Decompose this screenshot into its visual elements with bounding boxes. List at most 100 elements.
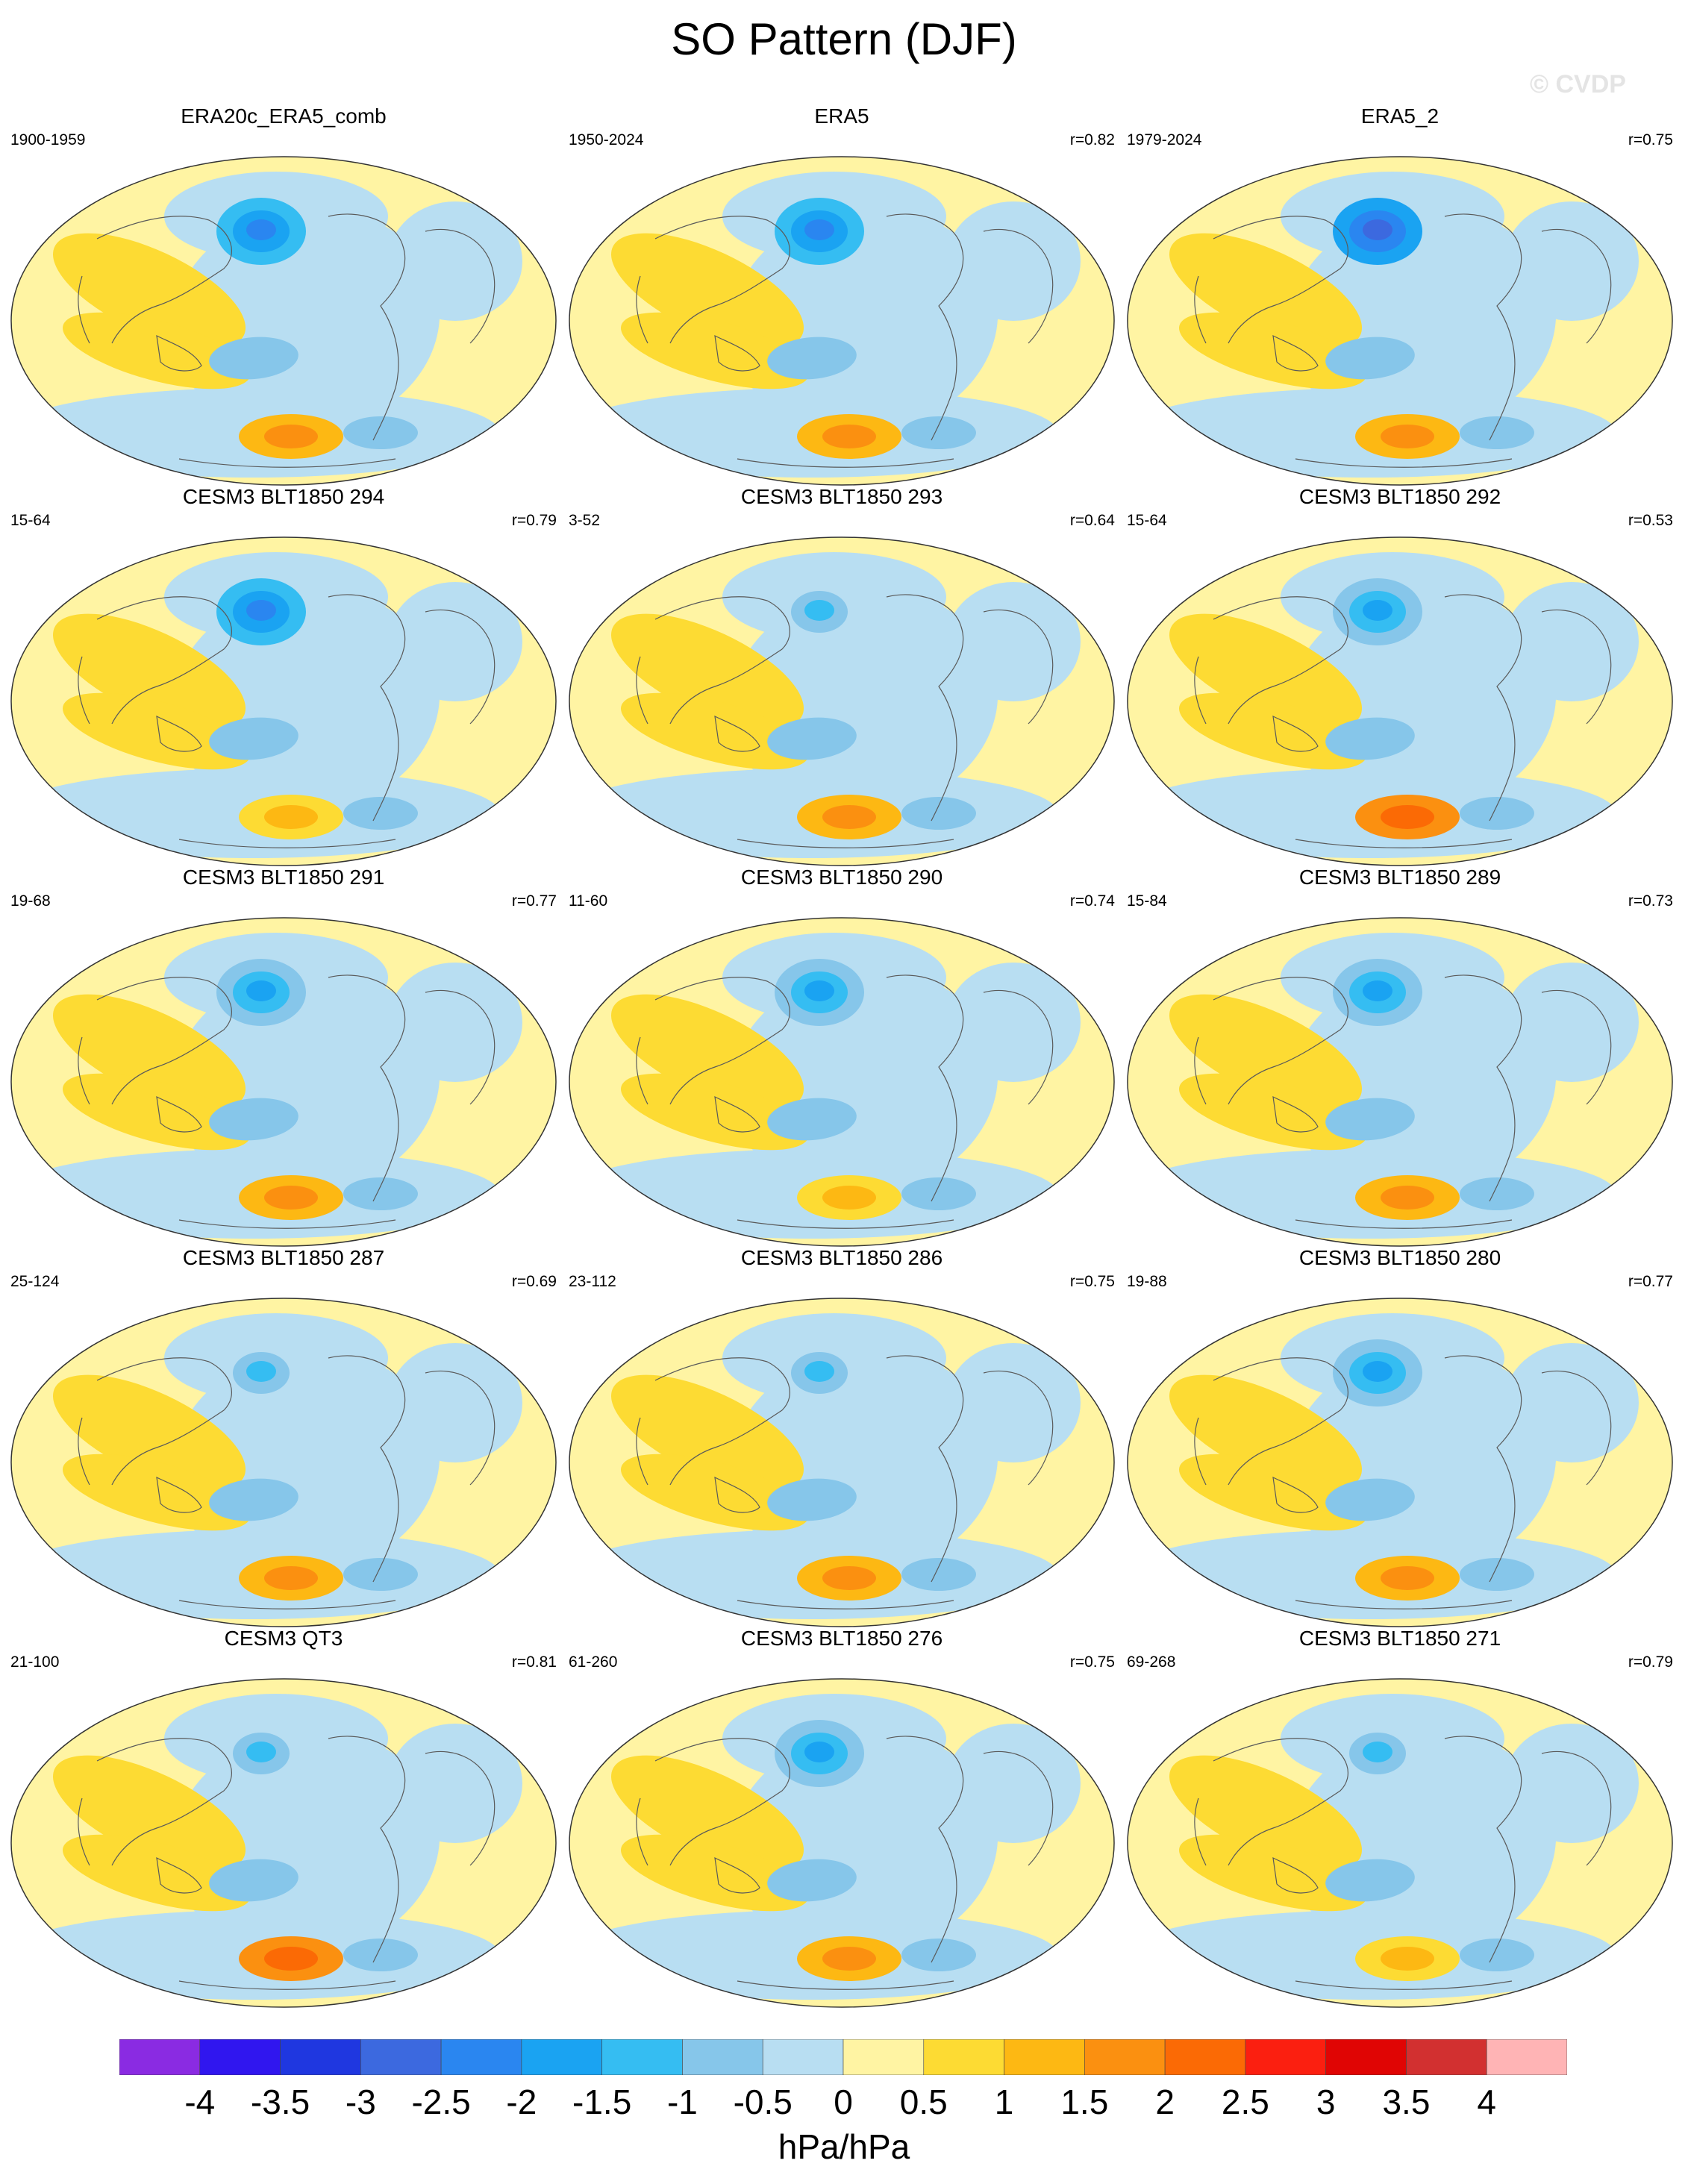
map-projection bbox=[10, 1298, 557, 1627]
colorbar-tick-label: 1 bbox=[994, 2083, 1014, 2121]
colorbar-tick-label: -4 bbox=[184, 2083, 216, 2121]
map-projection bbox=[1127, 1298, 1673, 1627]
colorbar-swatch bbox=[762, 2039, 844, 2075]
colorbar-swatch bbox=[440, 2039, 522, 2075]
panel-title: CESM3 BLT1850 271 bbox=[1298, 1627, 1501, 1650]
panel-title: CESM3 BLT1850 276 bbox=[740, 1627, 943, 1650]
colorbar-tick-label: -0.5 bbox=[733, 2083, 793, 2121]
colorbar-tick-label: -1 bbox=[666, 2083, 698, 2121]
panel-title: ERA5 bbox=[814, 104, 869, 128]
panel-title: ERA20c_ERA5_comb bbox=[181, 104, 387, 128]
map-panel: CESM3 BLT1850 287 25-124 r=0.69 bbox=[7, 1246, 560, 1627]
map-projection bbox=[569, 1298, 1115, 1627]
colorbar-swatch bbox=[521, 2039, 602, 2075]
colorbar-swatch bbox=[843, 2039, 925, 2075]
panel-title: CESM3 BLT1850 294 bbox=[182, 485, 385, 508]
colorbar-swatch bbox=[1245, 2039, 1326, 2075]
colorbar-tick-label: 2 bbox=[1155, 2083, 1175, 2121]
panel-period: 1950-2024 bbox=[569, 131, 644, 148]
colorbar-swatch bbox=[1004, 2039, 1085, 2075]
panel-period: 15-64 bbox=[1127, 512, 1167, 529]
map-panel: CESM3 BLT1850 294 15-64 r=0.79 bbox=[7, 485, 560, 866]
map-projection bbox=[1127, 536, 1673, 866]
panel-correlation: r=0.77 bbox=[1628, 1273, 1673, 1290]
colorbar-tick-label: -2.5 bbox=[411, 2083, 471, 2121]
panel-period: 19-68 bbox=[10, 892, 51, 910]
map-panel: CESM3 BLT1850 271 69-268 r=0.79 bbox=[1124, 1627, 1676, 2008]
panel-title: CESM3 BLT1850 286 bbox=[740, 1246, 943, 1269]
map-panel: CESM3 BLT1850 291 19-68 r=0.77 bbox=[7, 866, 560, 1247]
panel-correlation: r=0.81 bbox=[511, 1653, 557, 1671]
map-projection bbox=[569, 536, 1115, 866]
colorbar-tick-label: -2 bbox=[506, 2083, 537, 2121]
colorbar-swatch bbox=[682, 2039, 763, 2075]
panel-correlation: r=0.79 bbox=[1628, 1653, 1673, 1671]
colorbar-swatch bbox=[119, 2039, 201, 2075]
map-panel: CESM3 BLT1850 290 11-60 r=0.74 bbox=[566, 866, 1118, 1247]
panel-correlation: r=0.69 bbox=[511, 1273, 557, 1290]
map-projection bbox=[569, 1678, 1115, 2008]
panel-title: CESM3 BLT1850 287 bbox=[182, 1246, 385, 1269]
map-projection bbox=[10, 1678, 557, 2008]
colorbar-swatch bbox=[1325, 2039, 1407, 2075]
colorbar-swatch bbox=[1486, 2039, 1567, 2075]
colorbar-tick-label: 0.5 bbox=[899, 2083, 948, 2121]
map-panel: ERA5 1950-2024 r=0.82 bbox=[566, 104, 1118, 486]
panel-period: 15-84 bbox=[1127, 892, 1167, 910]
colorbar-tick-label: 3.5 bbox=[1382, 2083, 1431, 2121]
panel-correlation: r=0.75 bbox=[1069, 1653, 1115, 1671]
colorbar-tick-label: 2.5 bbox=[1221, 2083, 1269, 2121]
map-projection bbox=[569, 917, 1115, 1247]
panel-title: CESM3 BLT1850 292 bbox=[1298, 485, 1501, 508]
panel-period: 69-268 bbox=[1127, 1653, 1176, 1671]
map-projection bbox=[10, 536, 557, 866]
map-projection bbox=[1127, 917, 1673, 1247]
map-panel: ERA20c_ERA5_comb 1900-1959 bbox=[7, 104, 560, 486]
panel-title: CESM3 QT3 bbox=[224, 1627, 343, 1650]
panel-period: 61-260 bbox=[569, 1653, 618, 1671]
panel-title: CESM3 BLT1850 290 bbox=[740, 866, 943, 889]
panel-period: 25-124 bbox=[10, 1273, 60, 1290]
panel-title: CESM3 BLT1850 291 bbox=[182, 866, 385, 889]
colorbar-tick-label: 3 bbox=[1316, 2083, 1336, 2121]
colorbar-units: hPa/hPa bbox=[778, 2127, 910, 2166]
map-panel: CESM3 BLT1850 276 61-260 r=0.75 bbox=[566, 1627, 1118, 2008]
colorbar-swatch bbox=[1406, 2039, 1487, 2075]
colorbar-tick-label: -3.5 bbox=[250, 2083, 310, 2121]
panel-title: CESM3 BLT1850 289 bbox=[1298, 866, 1501, 889]
watermark: © CVDP bbox=[1530, 70, 1626, 98]
colorbar-swatch bbox=[601, 2039, 683, 2075]
map-panel: CESM3 BLT1850 286 23-112 r=0.75 bbox=[566, 1246, 1118, 1627]
panel-period: 1900-1959 bbox=[10, 131, 86, 148]
map-projection bbox=[1127, 1678, 1673, 2008]
panel-title: CESM3 BLT1850 280 bbox=[1298, 1246, 1501, 1269]
panel-correlation: r=0.75 bbox=[1069, 1273, 1115, 1290]
map-panel: CESM3 BLT1850 289 15-84 r=0.73 bbox=[1124, 866, 1676, 1247]
panel-period: 23-112 bbox=[569, 1273, 616, 1290]
panel-correlation: r=0.74 bbox=[1069, 892, 1115, 910]
map-panel: CESM3 BLT1850 293 3-52 r=0.64 bbox=[566, 485, 1118, 866]
map-projection bbox=[569, 156, 1115, 486]
map-panel: CESM3 QT3 21-100 r=0.81 bbox=[7, 1627, 560, 2008]
map-projection bbox=[10, 917, 557, 1247]
page-title: SO Pattern (DJF) bbox=[671, 14, 1017, 64]
panel-correlation: r=0.73 bbox=[1628, 892, 1673, 910]
panel-period: 19-88 bbox=[1127, 1273, 1167, 1290]
colorbar-tick-label: 0 bbox=[834, 2083, 853, 2121]
panel-correlation: r=0.79 bbox=[511, 512, 557, 529]
colorbar-swatch bbox=[360, 2039, 442, 2075]
panel-period: 1979-2024 bbox=[1127, 131, 1202, 148]
colorbar-tick-label: -3 bbox=[345, 2083, 376, 2121]
panel-title: ERA5_2 bbox=[1360, 104, 1440, 128]
colorbar-tick-label: 1.5 bbox=[1060, 2083, 1109, 2121]
panel-period: 3-52 bbox=[569, 512, 601, 529]
panel-title: CESM3 BLT1850 293 bbox=[740, 485, 943, 508]
colorbar-swatch bbox=[923, 2039, 1004, 2075]
colorbar-swatch bbox=[1164, 2039, 1246, 2075]
panel-period: 21-100 bbox=[10, 1653, 60, 1671]
colorbar-swatch bbox=[199, 2039, 281, 2075]
panel-correlation: r=0.75 bbox=[1628, 131, 1673, 148]
panel-correlation: r=0.77 bbox=[511, 892, 557, 910]
panel-correlation: r=0.82 bbox=[1069, 131, 1115, 148]
panel-correlation: r=0.64 bbox=[1069, 512, 1115, 529]
